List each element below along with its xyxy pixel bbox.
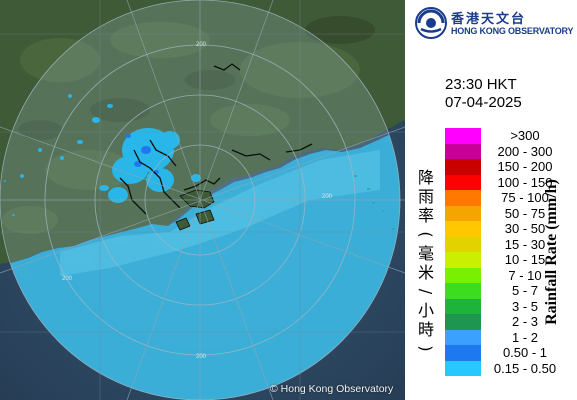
- legend-label: 2 - 3: [511, 314, 538, 329]
- legend-label: 75 - 100: [501, 190, 549, 205]
- legend-row: 50 - 75: [445, 205, 575, 221]
- legend-swatch: [445, 298, 481, 314]
- legend-swatch: [445, 190, 481, 206]
- organization-name-chinese: 香港天文台: [451, 12, 527, 27]
- copyright-text: © Hong Kong Observatory: [270, 383, 394, 395]
- legend-label: 7 - 10: [508, 267, 542, 283]
- legend-label: 150 - 200: [497, 159, 553, 174]
- legend-label: 0.50 - 1: [502, 345, 548, 360]
- legend-row: 0.50 - 1: [445, 345, 575, 361]
- legend-row: 150 - 200: [445, 159, 575, 175]
- legend-label: 3 - 5: [511, 298, 538, 314]
- range-label-east: 200: [322, 194, 333, 200]
- legend-swatch: [445, 159, 481, 175]
- legend-row: 5 - 7: [445, 283, 575, 299]
- radar-map-svg: 200 200 200 200: [0, 0, 405, 400]
- legend-label: >300: [510, 128, 540, 143]
- legend-swatch: [445, 174, 481, 190]
- legend-swatch: [445, 360, 481, 376]
- rain-echoes-strong: [125, 134, 159, 174]
- bearing-lines: [0, 0, 405, 400]
- legend-row: 15 - 30: [445, 236, 575, 252]
- legend-swatch: [445, 329, 481, 345]
- legend-row: 30 - 50: [445, 221, 575, 237]
- legend-row: 1 - 2: [445, 329, 575, 345]
- legend-title-chinese-glyph: /: [416, 288, 436, 295]
- observatory-emblem-icon: [415, 7, 447, 39]
- observation-time: 23:30 HKT: [445, 76, 517, 93]
- legend-swatch: [445, 221, 481, 237]
- range-label-west: 200: [62, 276, 73, 282]
- legend-label: 100 - 150: [497, 174, 553, 190]
- legend-title-chinese-glyph: 率: [417, 206, 434, 225]
- legend-row: 200 - 300: [445, 143, 575, 159]
- legend-swatch: [445, 314, 481, 330]
- legend-row: 7 - 10: [445, 267, 575, 283]
- range-label-south: 200: [196, 354, 207, 360]
- legend-swatch: [445, 143, 481, 159]
- graticule: [0, 0, 405, 400]
- legend-label: 30 - 50: [504, 221, 546, 236]
- legend-swatch: [445, 205, 481, 221]
- legend-row: 100 - 150: [445, 174, 575, 190]
- legend-row: 10 - 15: [445, 252, 575, 268]
- legend-title-chinese-glyph: 米: [417, 263, 434, 282]
- legend-title-chinese-glyph: 小: [417, 301, 434, 320]
- legend-label: 50 - 75: [504, 205, 546, 221]
- legend-label: 1 - 2: [511, 329, 538, 345]
- observation-date: 07-04-2025: [445, 94, 522, 111]
- legend-label: 200 - 300: [497, 143, 553, 159]
- land-dark-texture: [18, 16, 375, 140]
- legend-title-chinese-glyph: 降: [417, 168, 434, 187]
- range-labels: 200 200 200 200: [62, 42, 333, 360]
- organization-name-english: HONG KONG OBSERVATORY: [451, 26, 574, 36]
- legend-title-chinese-glyph: 毫: [417, 244, 434, 263]
- legend-row: >300: [445, 128, 575, 144]
- legend-title-chinese-glyph: ): [416, 345, 436, 352]
- legend-row: 75 - 100: [445, 190, 575, 206]
- legend-row: 0.15 - 0.50: [445, 360, 575, 376]
- legend-swatch: [445, 267, 481, 283]
- legend-swatch: [445, 345, 481, 361]
- legend-label: 15 - 30: [504, 236, 546, 252]
- legend-title-chinese-glyph: 雨: [417, 187, 434, 206]
- info-panel: 香港天文台 HONG KONG OBSERVATORY 23:30 HKT 07…: [405, 0, 577, 400]
- legend-row: 3 - 5: [445, 298, 575, 314]
- radar-map: 200 200 200 200 © Hong Kong Observatory: [0, 0, 405, 400]
- legend-row: 2 - 3: [445, 314, 575, 330]
- legend-title-chinese: 降雨率 ( 毫米 / 小時): [415, 168, 437, 358]
- legend-swatch: [445, 128, 481, 144]
- offshore-islands: [4, 175, 395, 230]
- legend-label: 10 - 15: [504, 252, 546, 267]
- legend-swatch: [445, 283, 481, 299]
- legend-title-chinese-glyph: 時: [417, 320, 434, 339]
- legend-swatch: [445, 236, 481, 252]
- legend-label: 5 - 7: [511, 283, 538, 298]
- observatory-logo: 香港天文台 HONG KONG OBSERVATORY: [415, 7, 575, 39]
- legend-title-chinese-glyph: (: [416, 231, 436, 238]
- legend-swatch: [445, 252, 481, 268]
- land-texture: [2, 22, 360, 234]
- rainfall-legend: >300 200 - 300 150 - 200 100 - 150 75 - 100 5…: [445, 128, 575, 376]
- range-label-north: 200: [196, 42, 207, 48]
- legend-label: 0.15 - 0.50: [493, 360, 557, 376]
